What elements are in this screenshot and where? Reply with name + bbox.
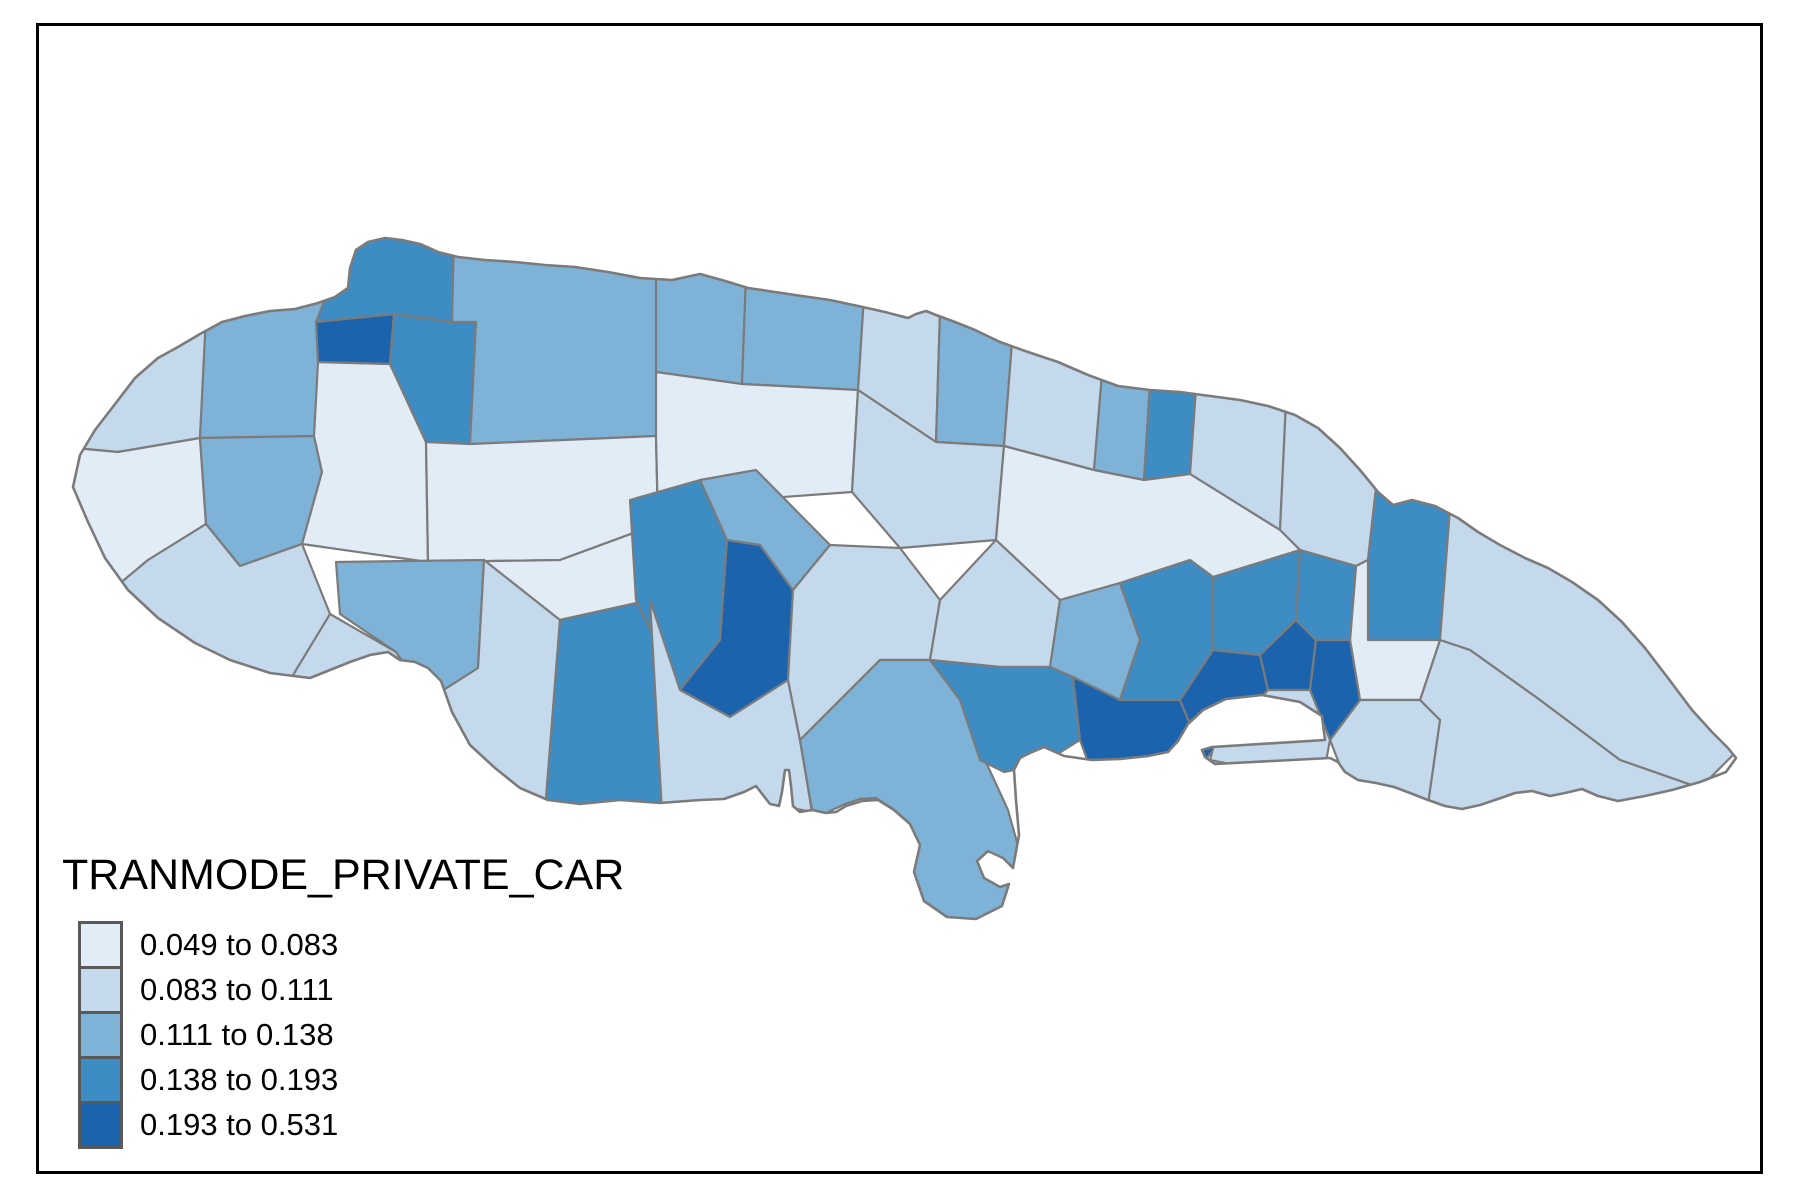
legend-swatch — [78, 1056, 123, 1104]
map-region — [543, 598, 664, 814]
map-regions — [73, 238, 1736, 919]
legend-entry: 0.049 to 0.083 — [78, 921, 624, 969]
map-region — [1366, 486, 1452, 642]
map-region — [73, 266, 210, 454]
legend-label: 0.193 to 0.531 — [140, 1107, 339, 1142]
legend-label: 0.049 to 0.083 — [140, 927, 339, 962]
legend-entry: 0.083 to 0.111 — [78, 966, 624, 1014]
legend-entries: 0.049 to 0.083 0.083 to 0.111 0.111 to 0.1… — [62, 921, 624, 1149]
legend-label: 0.138 to 0.193 — [140, 1062, 339, 1097]
legend-entry: 0.193 to 0.531 — [78, 1101, 624, 1149]
legend-entry: 0.138 to 0.193 — [78, 1056, 624, 1104]
map-region — [1142, 382, 1198, 482]
island-coastline — [71, 236, 1738, 921]
legend-swatch — [78, 966, 123, 1014]
plot-border-frame — [36, 23, 1763, 1174]
map-region — [1278, 400, 1378, 568]
legend-swatch — [78, 921, 123, 969]
map-region — [654, 238, 748, 386]
map-region — [1294, 548, 1358, 642]
legend-title: TRANMODE_PRIVATE_CAR — [62, 851, 625, 899]
map-region — [314, 238, 456, 324]
legend-entry: 0.111 to 0.138 — [78, 1011, 624, 1059]
map-region — [740, 274, 866, 392]
map-region — [314, 312, 396, 366]
map-region — [450, 238, 660, 446]
legend-label: 0.083 to 0.111 — [140, 972, 334, 1007]
map-region — [934, 310, 1014, 448]
legend-swatch — [78, 1101, 123, 1149]
legend-label: 0.111 to 0.138 — [140, 1017, 334, 1052]
legend-swatch — [78, 1011, 123, 1059]
map-legend: TRANMODE_PRIVATE_CAR 0.049 to 0.083 0.083… — [62, 852, 624, 1149]
map-region — [928, 658, 1082, 774]
